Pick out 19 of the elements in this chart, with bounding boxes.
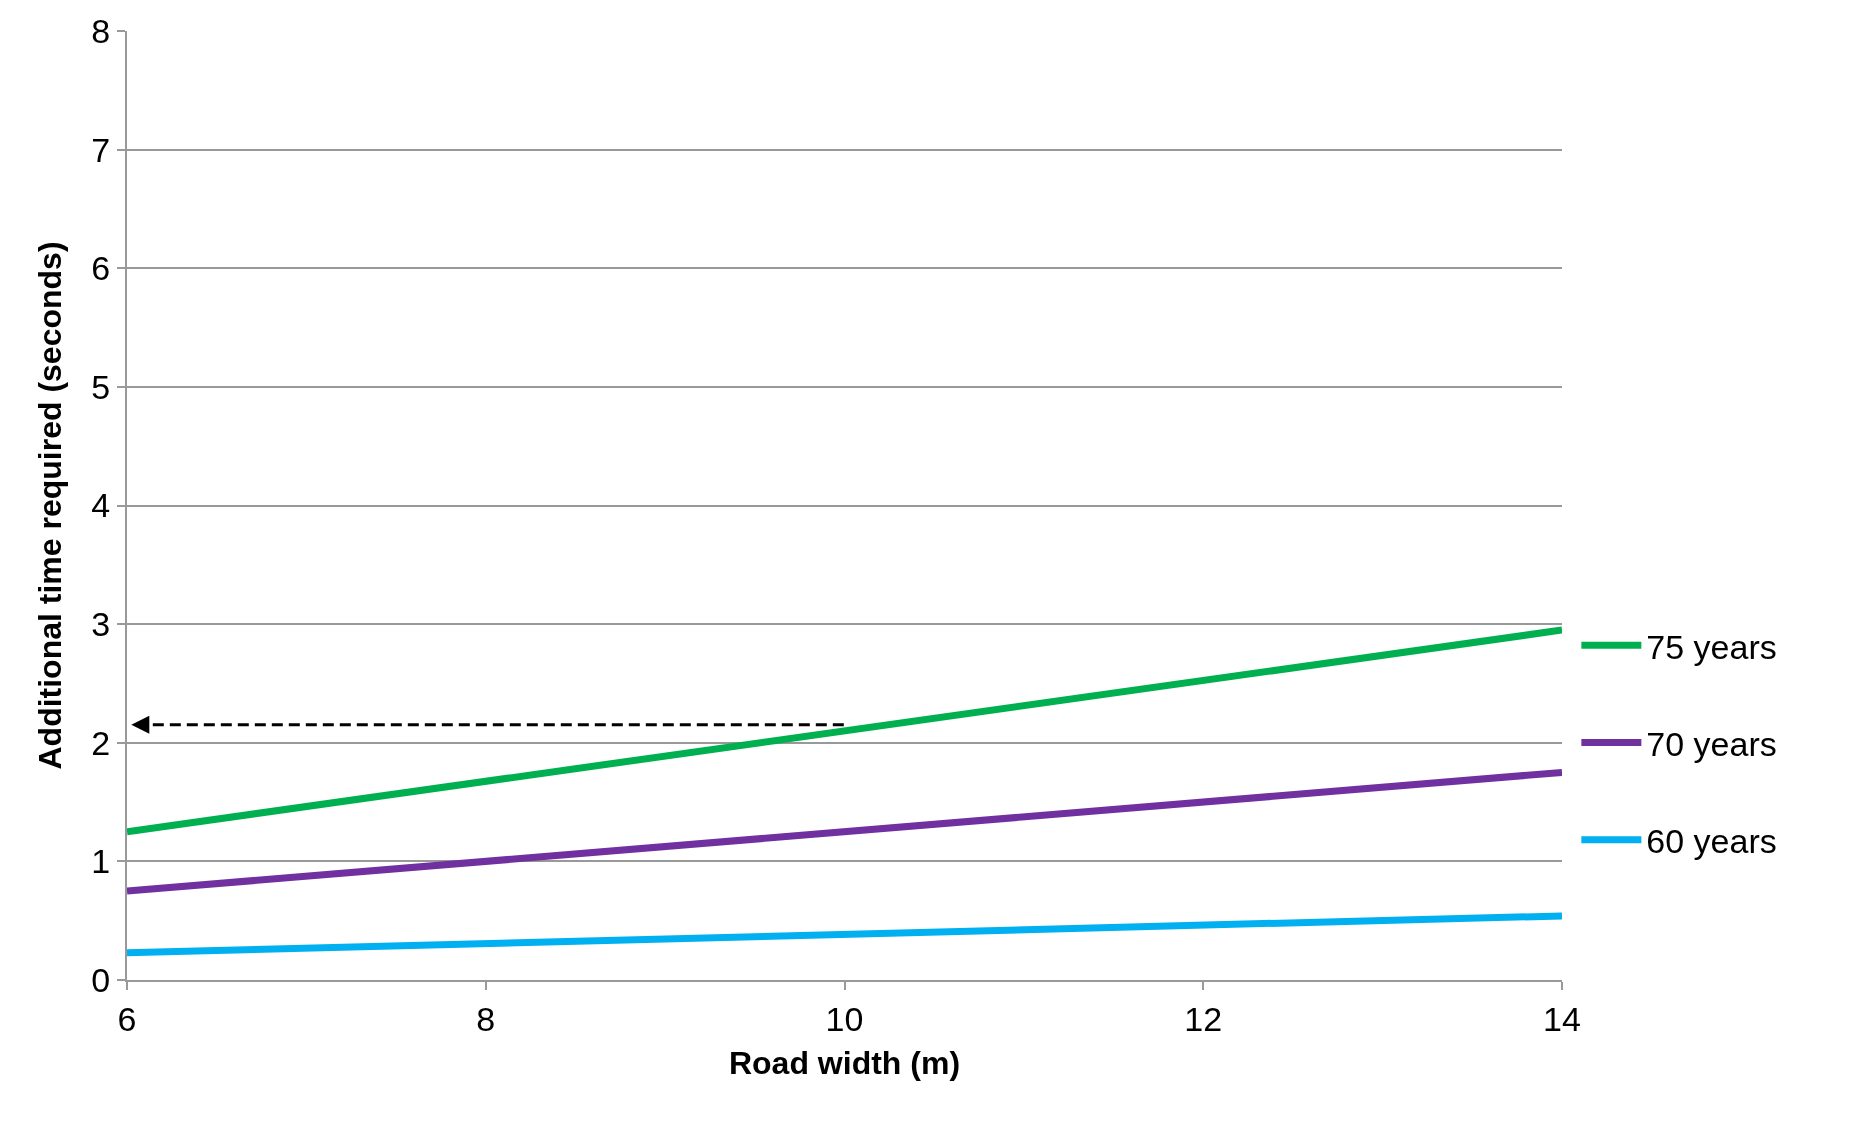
- y-tick-label: 8: [91, 11, 111, 50]
- y-tick-label: 6: [91, 249, 111, 288]
- y-tick-label: 2: [91, 723, 111, 762]
- x-tick-label: 8: [476, 999, 496, 1038]
- y-tick-label: 1: [91, 842, 111, 881]
- x-tick-label: 6: [117, 999, 137, 1038]
- legend-label: 75 years: [1646, 627, 1777, 666]
- y-tick-label: 4: [91, 486, 111, 525]
- y-tick-label: 5: [91, 367, 111, 406]
- x-tick-label: 10: [825, 999, 864, 1038]
- x-axis-title: Road width (m): [728, 1045, 961, 1082]
- legend-label: 70 years: [1646, 724, 1777, 763]
- y-tick-label: 3: [91, 605, 111, 644]
- x-tick-label: 12: [1184, 999, 1223, 1038]
- y-tick-label: 0: [91, 960, 111, 999]
- y-axis-title: Additional time required (seconds): [32, 241, 69, 770]
- x-tick-label: 14: [1543, 999, 1581, 1038]
- legend-label: 60 years: [1646, 822, 1777, 861]
- y-tick-label: 7: [91, 130, 111, 169]
